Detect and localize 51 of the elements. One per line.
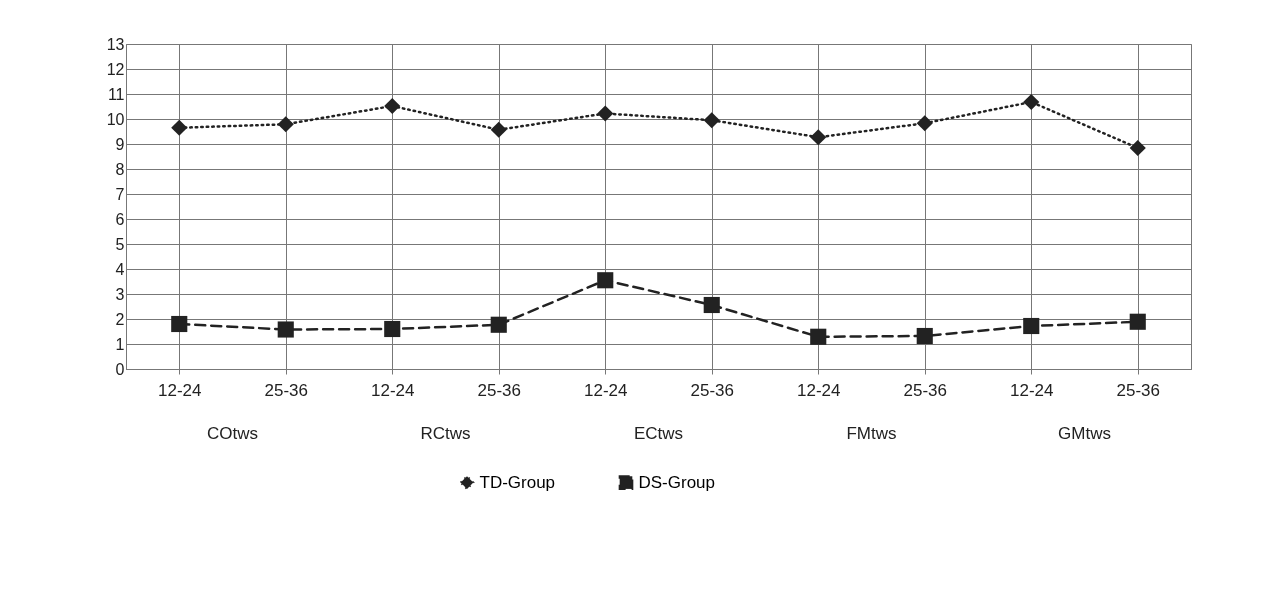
point bbox=[171, 315, 188, 333]
point bbox=[916, 327, 933, 345]
y-tick-label: 7 bbox=[115, 185, 125, 203]
point bbox=[1023, 93, 1040, 111]
point bbox=[810, 129, 827, 146]
x-tick-label: 12-24 bbox=[797, 380, 841, 400]
text: GMtws bbox=[1058, 424, 1111, 443]
point bbox=[810, 328, 827, 345]
point bbox=[384, 320, 401, 338]
y-tick-label: 4 bbox=[115, 260, 125, 278]
point bbox=[916, 115, 933, 132]
point bbox=[703, 296, 720, 314]
text: ECtws bbox=[633, 424, 684, 443]
x-tick-label: 12-24 bbox=[158, 380, 202, 400]
legend-label: DS-Group bbox=[638, 472, 716, 492]
point bbox=[171, 119, 188, 136]
y-tick-label: 6 bbox=[115, 210, 125, 228]
x-tick-label: 25-36 bbox=[903, 380, 947, 400]
text: FMtws bbox=[846, 424, 897, 443]
x-tick-label: 12-24 bbox=[584, 380, 628, 400]
y-tick-label: 9 bbox=[115, 135, 125, 153]
y-tick-label: 1 bbox=[115, 335, 125, 353]
x-tick-label: 12-24 bbox=[371, 380, 415, 400]
point bbox=[490, 316, 507, 333]
y-tick-label: 2 bbox=[115, 310, 125, 328]
y-tick-label: 0 bbox=[115, 360, 125, 378]
point bbox=[490, 121, 507, 138]
y-tick-label: 8 bbox=[115, 160, 125, 178]
x-tick-label: 12-24 bbox=[1010, 380, 1054, 400]
y-tick-label: 12 bbox=[106, 60, 125, 78]
y-tick-label: 13 bbox=[106, 35, 125, 53]
point bbox=[1023, 317, 1040, 335]
y-tick-label: 3 bbox=[115, 285, 125, 303]
y-tick-label: 10 bbox=[106, 110, 125, 128]
y-tick-label: 5 bbox=[115, 235, 125, 253]
point bbox=[597, 272, 614, 289]
point bbox=[277, 116, 294, 133]
text: COtws bbox=[207, 424, 258, 443]
text: RCtws bbox=[420, 424, 471, 443]
point bbox=[703, 112, 720, 129]
legend-label: TD-Group bbox=[479, 472, 556, 492]
point bbox=[277, 321, 294, 338]
point bbox=[1129, 313, 1146, 330]
x-tick-label: 25-36 bbox=[477, 380, 521, 400]
y-tick-label: 11 bbox=[107, 85, 125, 103]
point bbox=[384, 97, 401, 115]
x-tick-label: 25-36 bbox=[1116, 380, 1160, 400]
x-tick-label: 25-36 bbox=[264, 380, 308, 400]
x-tick-label: 25-36 bbox=[690, 380, 734, 400]
point bbox=[597, 105, 614, 122]
point bbox=[1129, 139, 1146, 157]
